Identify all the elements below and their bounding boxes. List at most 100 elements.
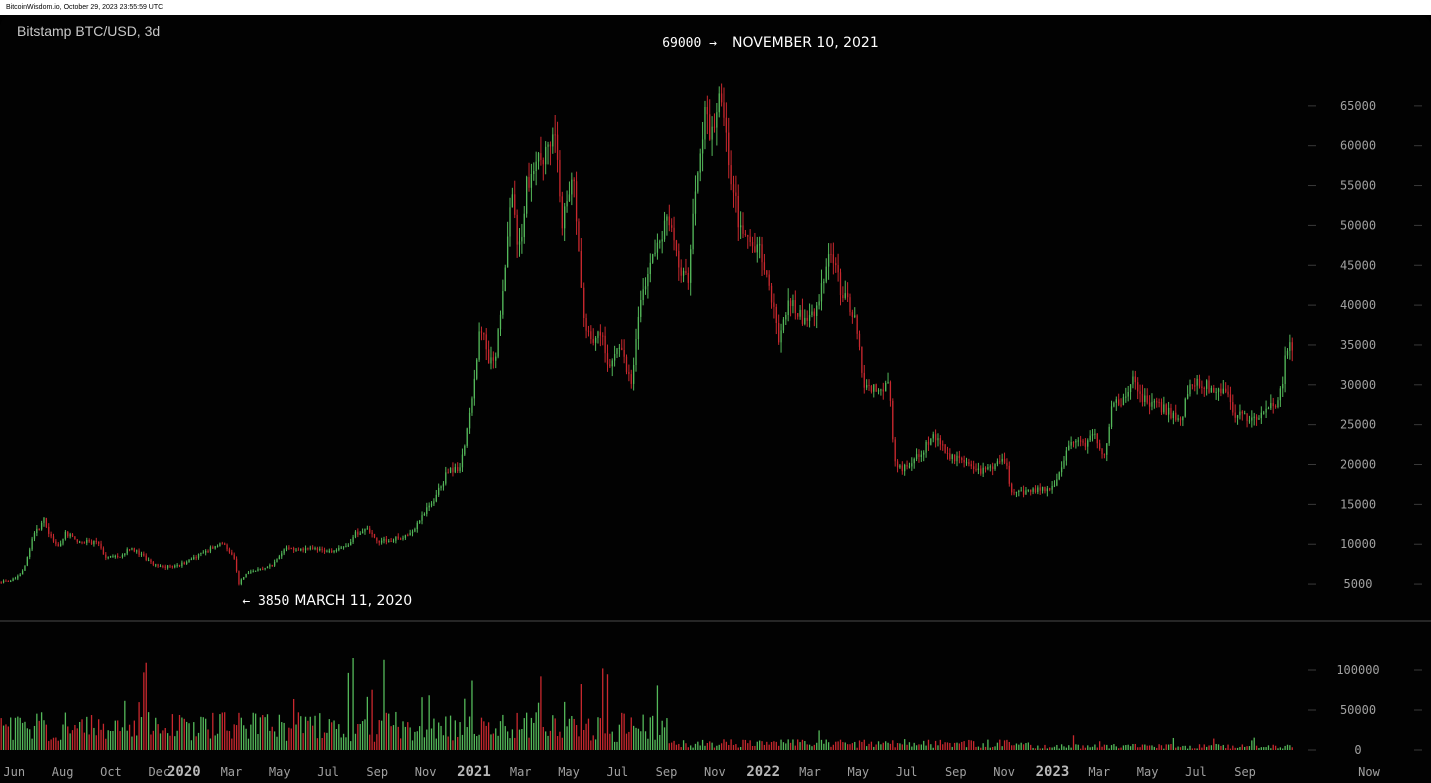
volume-bar[interactable] bbox=[219, 714, 221, 750]
candle-body[interactable] bbox=[671, 225, 673, 228]
candle-body[interactable] bbox=[870, 385, 873, 392]
volume-bar[interactable] bbox=[1008, 741, 1010, 750]
candle-body[interactable] bbox=[585, 318, 587, 331]
candle-body[interactable] bbox=[856, 315, 858, 334]
volume-bar[interactable] bbox=[411, 740, 414, 750]
candle-body[interactable] bbox=[190, 559, 193, 561]
volume-bar[interactable] bbox=[552, 715, 554, 750]
volume-bar[interactable] bbox=[399, 738, 402, 750]
volume-bar[interactable] bbox=[162, 730, 164, 750]
candle-body[interactable] bbox=[228, 549, 231, 553]
volume-bar[interactable] bbox=[426, 729, 428, 750]
volume-bar[interactable] bbox=[675, 744, 678, 750]
volume-bar[interactable] bbox=[856, 747, 858, 750]
volume-bar[interactable] bbox=[1241, 744, 1243, 750]
volume-bar[interactable] bbox=[345, 737, 347, 750]
volume-bar[interactable] bbox=[547, 735, 549, 750]
candle-body[interactable] bbox=[820, 283, 823, 302]
candle-body[interactable] bbox=[628, 371, 630, 375]
candle-body[interactable] bbox=[345, 546, 347, 548]
candle-body[interactable] bbox=[74, 536, 76, 540]
candle-body[interactable] bbox=[193, 557, 195, 560]
volume-bar[interactable] bbox=[1156, 747, 1158, 750]
candle-body[interactable] bbox=[281, 553, 283, 557]
volume-bar[interactable] bbox=[668, 743, 670, 750]
volume-bar[interactable] bbox=[402, 721, 404, 750]
volume-bar[interactable] bbox=[906, 744, 908, 750]
volume-bar[interactable] bbox=[1175, 747, 1177, 750]
candle-body[interactable] bbox=[78, 541, 81, 543]
candle-body[interactable] bbox=[573, 179, 575, 182]
volume-bar[interactable] bbox=[887, 742, 889, 750]
candle-body[interactable] bbox=[418, 520, 421, 523]
candle-body[interactable] bbox=[823, 281, 825, 284]
candle-body[interactable] bbox=[946, 452, 949, 454]
volume-bar[interactable] bbox=[808, 744, 811, 750]
volume-bar[interactable] bbox=[1141, 744, 1144, 750]
candle-body[interactable] bbox=[93, 540, 95, 545]
volume-bar[interactable] bbox=[238, 712, 240, 750]
volume-bar[interactable] bbox=[136, 735, 138, 750]
candle-body[interactable] bbox=[504, 267, 506, 292]
candle-body[interactable] bbox=[782, 319, 785, 331]
candle-body[interactable] bbox=[1225, 388, 1227, 392]
candle-body[interactable] bbox=[1101, 448, 1103, 455]
candle-body[interactable] bbox=[1120, 404, 1122, 406]
candle-body[interactable] bbox=[1077, 440, 1079, 442]
volume-bar[interactable] bbox=[476, 736, 478, 750]
volume-bar[interactable] bbox=[40, 712, 43, 750]
volume-bar[interactable] bbox=[62, 724, 64, 750]
candle-body[interactable] bbox=[1137, 382, 1139, 392]
candle-body[interactable] bbox=[1160, 402, 1163, 413]
volume-bar[interactable] bbox=[1115, 746, 1117, 750]
volume-bar[interactable] bbox=[247, 738, 250, 750]
volume-bar[interactable] bbox=[114, 720, 116, 750]
volume-bar[interactable] bbox=[1072, 735, 1075, 750]
candle-body[interactable] bbox=[328, 550, 330, 552]
candle-body[interactable] bbox=[927, 441, 930, 445]
volume-bar[interactable] bbox=[252, 712, 254, 750]
volume-bar[interactable] bbox=[768, 744, 770, 750]
candle-body[interactable] bbox=[219, 543, 221, 547]
candle-body[interactable] bbox=[1079, 440, 1082, 442]
volume-bar[interactable] bbox=[185, 721, 188, 750]
volume-bar[interactable] bbox=[623, 713, 625, 750]
volume-bar[interactable] bbox=[528, 737, 530, 750]
candle-body[interactable] bbox=[283, 549, 285, 554]
candle-body[interactable] bbox=[989, 466, 991, 468]
candle-body[interactable] bbox=[756, 244, 758, 253]
volume-bar[interactable] bbox=[31, 738, 33, 750]
candle-body[interactable] bbox=[1289, 342, 1291, 351]
volume-bar[interactable] bbox=[1148, 745, 1151, 750]
volume-bar[interactable] bbox=[690, 745, 692, 750]
candle-body[interactable] bbox=[873, 384, 875, 392]
volume-bar[interactable] bbox=[1201, 747, 1203, 750]
volume-bar[interactable] bbox=[640, 731, 642, 750]
candle-body[interactable] bbox=[951, 454, 953, 460]
volume-bar[interactable] bbox=[661, 720, 663, 750]
candle-body[interactable] bbox=[911, 463, 913, 467]
volume-bar[interactable] bbox=[649, 717, 651, 750]
volume-bar[interactable] bbox=[549, 730, 552, 750]
candle-body[interactable] bbox=[492, 357, 495, 361]
volume-bar[interactable] bbox=[1018, 744, 1020, 750]
candle-body[interactable] bbox=[972, 466, 975, 470]
volume-bar[interactable] bbox=[744, 739, 747, 750]
candle-body[interactable] bbox=[26, 557, 28, 566]
candle-body[interactable] bbox=[578, 221, 580, 252]
candle-body[interactable] bbox=[749, 236, 751, 243]
candle-body[interactable] bbox=[45, 517, 48, 527]
volume-bar[interactable] bbox=[944, 742, 946, 750]
volume-bar[interactable] bbox=[197, 732, 200, 750]
volume-bar[interactable] bbox=[942, 744, 944, 750]
candle-body[interactable] bbox=[7, 580, 9, 582]
volume-bar[interactable] bbox=[730, 739, 732, 750]
volume-bar[interactable] bbox=[578, 736, 580, 750]
volume-bar[interactable] bbox=[133, 720, 135, 750]
volume-bar[interactable] bbox=[701, 739, 704, 750]
candle-body[interactable] bbox=[923, 452, 925, 455]
volume-bar[interactable] bbox=[490, 734, 492, 750]
candle-body[interactable] bbox=[1244, 413, 1246, 415]
candle-body[interactable] bbox=[606, 353, 609, 365]
candle-body[interactable] bbox=[920, 454, 922, 457]
